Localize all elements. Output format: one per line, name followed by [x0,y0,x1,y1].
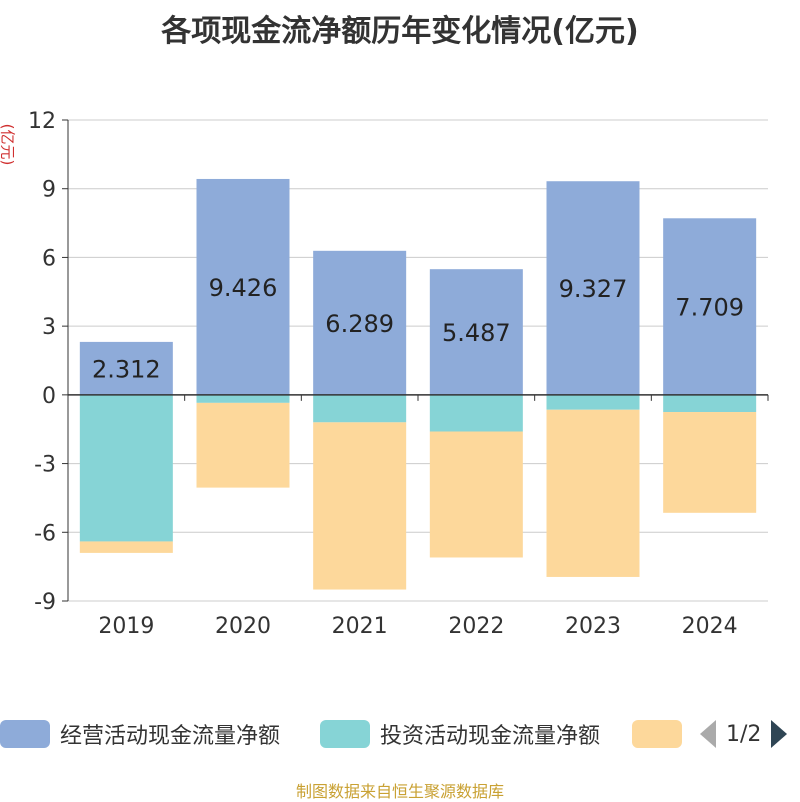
bar-operating-2021 [313,250,407,395]
data-label-2023: 9.327 [559,275,628,303]
legend-label-operating: 经营活动现金流量净额 [60,724,281,749]
bar-operating-2024 [663,218,757,395]
data-label-2024: 7.709 [675,294,744,322]
legend-item-financing[interactable] [632,716,692,752]
bar-operating-2020 [196,178,290,395]
y-tick-label: 12 [28,109,56,134]
y-tick-label: 6 [42,246,56,271]
source-note: 制图数据来自恒生聚源数据库 [295,782,504,801]
y-tick-label: -3 [34,453,56,478]
legend-label-investing: 投资活动现金流量净额 [380,724,601,749]
x-tick-label: 2021 [332,614,388,639]
legend-pager: 1/2 [700,716,788,752]
bar-investing-2023 [546,394,640,410]
data-label-2019: 2.312 [92,355,161,383]
bar-investing-2020 [196,394,290,403]
x-tick-label: 2022 [448,614,504,639]
bar-operating-2022 [429,269,523,395]
bar-financing-2021 [313,422,407,590]
bar-investing-2021 [313,394,407,423]
bar-investing-2024 [663,394,757,413]
legend-item-operating[interactable]: 经营活动现金流量净额 [0,716,280,752]
y-tick-label: 3 [42,315,56,340]
legend-prev-page-icon[interactable] [700,720,716,748]
bar-investing-2022 [429,394,523,432]
legend-swatch-investing [320,720,370,748]
data-label-2022: 5.487 [442,319,511,347]
bar-investing-2019 [79,394,173,542]
y-tick-label: 0 [42,384,56,409]
y-tick-label: -6 [34,521,56,546]
bar-financing-2022 [429,431,523,558]
legend-next-page-icon[interactable] [771,720,788,748]
bar-operating-2019 [79,341,173,395]
legend-page-indicator: 1/2 [726,721,762,747]
bar-operating-2023 [546,181,640,395]
chart-plot: 12 9 6 3 0 -3 -6 -9 2.312 9.426 6.289 5.487 9.327 7.7… [28,109,769,639]
legend-item-investing[interactable]: 投资活动现金流量净额 [320,716,600,752]
chart-title: 各项现金流净额历年变化情况(亿元) [161,14,639,49]
y-tick-label: -9 [34,590,56,615]
legend: 经营活动现金流量净额 投资活动现金流量净额 [0,716,800,752]
bar-financing-2019 [79,541,173,553]
bar-financing-2024 [663,412,757,513]
data-label-2020: 9.426 [209,274,278,302]
x-tick-label: 2020 [215,614,271,639]
x-tick-label: 2023 [565,614,621,639]
data-label-2021: 6.289 [325,310,394,338]
bar-financing-2020 [196,402,290,488]
x-tick-label: 2019 [98,614,154,639]
legend-swatch-operating [0,720,50,748]
bar-financing-2023 [546,409,640,577]
x-tick-label: 2024 [682,614,738,639]
legend-swatch-financing [632,720,682,748]
y-tick-label: 9 [42,178,56,203]
